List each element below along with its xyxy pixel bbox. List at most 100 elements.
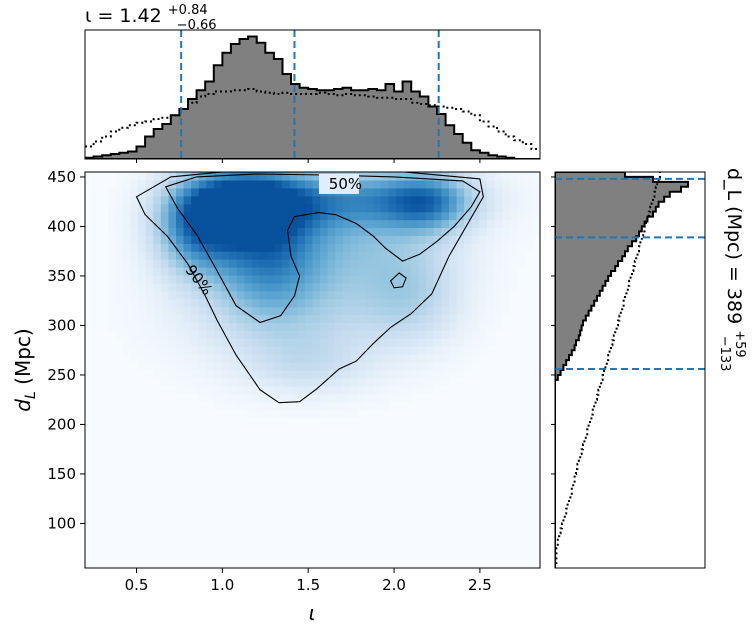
heat-cell bbox=[138, 179, 147, 189]
heat-cell bbox=[145, 172, 154, 181]
heat-cell bbox=[441, 274, 450, 284]
heat-cell bbox=[388, 370, 397, 379]
heat-cell bbox=[433, 306, 443, 316]
title-sup: +0.84 bbox=[168, 3, 208, 18]
heat-cell bbox=[304, 251, 314, 260]
heat-cell bbox=[304, 235, 314, 244]
heat-cell bbox=[115, 227, 124, 236]
heat-cell bbox=[320, 259, 329, 268]
heat-cell bbox=[274, 251, 283, 260]
heat-cell bbox=[479, 227, 488, 236]
heat-cell bbox=[494, 187, 503, 197]
heat-cell bbox=[206, 179, 215, 189]
heat-cell bbox=[494, 267, 503, 276]
heat-cell bbox=[312, 401, 321, 411]
heat-cell bbox=[509, 251, 518, 260]
heat-cell bbox=[229, 187, 238, 197]
heat-cell bbox=[244, 314, 253, 324]
heat-cell bbox=[380, 282, 389, 292]
heat-cell bbox=[411, 346, 420, 355]
heat-cell bbox=[509, 203, 518, 213]
heat-cell bbox=[267, 203, 276, 213]
heat-cell bbox=[358, 282, 367, 292]
heat-cell bbox=[130, 282, 139, 292]
heat-cell bbox=[350, 306, 359, 316]
heat-cell bbox=[229, 203, 238, 213]
heat-cell bbox=[236, 298, 245, 308]
heat-cell bbox=[267, 290, 276, 300]
heat-cell bbox=[365, 290, 374, 300]
heat-cell bbox=[456, 187, 465, 197]
heat-cell bbox=[213, 211, 223, 221]
heat-cell bbox=[107, 187, 116, 197]
heat-cell bbox=[107, 314, 116, 324]
heat-cell bbox=[411, 235, 420, 244]
heat-cell bbox=[198, 306, 207, 316]
heat-cell bbox=[289, 211, 298, 221]
heat-cell bbox=[251, 298, 261, 308]
heat-cell bbox=[449, 219, 458, 229]
heat-cell bbox=[198, 259, 207, 268]
heat-cell bbox=[373, 401, 382, 411]
heat-cell bbox=[327, 211, 336, 221]
heat-cell bbox=[259, 172, 268, 181]
heat-cell bbox=[213, 203, 223, 213]
heat-cell bbox=[221, 306, 230, 316]
heat-cell bbox=[433, 195, 443, 205]
heat-cell bbox=[335, 282, 344, 292]
heat-cell bbox=[464, 187, 473, 197]
heat-cell bbox=[145, 203, 154, 213]
heat-cell bbox=[259, 219, 268, 229]
heat-cell bbox=[221, 401, 230, 411]
heat-cell bbox=[312, 314, 321, 324]
heat-cell bbox=[350, 298, 359, 308]
heat-cell bbox=[213, 298, 223, 308]
heat-cell bbox=[320, 385, 329, 395]
heat-cell bbox=[221, 187, 230, 197]
heat-cell bbox=[244, 322, 253, 331]
heat-cell bbox=[342, 370, 352, 379]
heat-cell bbox=[502, 187, 511, 197]
heat-cell bbox=[244, 306, 253, 316]
heat-cell bbox=[502, 211, 511, 221]
heat-cell bbox=[479, 219, 488, 229]
heat-cell bbox=[229, 362, 238, 371]
heat-cell bbox=[418, 377, 427, 387]
heat-cell bbox=[213, 282, 223, 292]
heat-cell bbox=[221, 298, 230, 308]
heat-cell bbox=[160, 290, 170, 300]
heat-cell bbox=[138, 227, 147, 236]
heat-cell bbox=[145, 354, 154, 363]
heat-cell bbox=[259, 409, 268, 419]
heat-cell bbox=[524, 179, 534, 189]
heat-cell bbox=[411, 338, 420, 347]
heat-cell bbox=[449, 298, 458, 308]
heat-cell bbox=[138, 330, 147, 339]
heat-cell bbox=[517, 219, 526, 229]
heat-cell bbox=[297, 314, 306, 324]
heat-cell bbox=[395, 274, 405, 284]
heat-cell bbox=[464, 251, 473, 260]
heat-cell bbox=[297, 251, 306, 260]
heat-cell bbox=[267, 330, 276, 339]
heat-cell bbox=[138, 259, 147, 268]
heat-cell bbox=[449, 354, 458, 363]
heat-cell bbox=[236, 203, 245, 213]
heat-cell bbox=[229, 370, 238, 379]
heat-cell bbox=[479, 267, 488, 276]
heat-cell bbox=[456, 267, 465, 276]
heat-cell bbox=[342, 354, 352, 363]
heat-cell bbox=[464, 298, 473, 308]
heat-cell bbox=[342, 409, 352, 419]
heat-cell bbox=[115, 298, 124, 308]
x-tick-label: 0.5 bbox=[125, 576, 149, 594]
heat-cell bbox=[183, 314, 192, 324]
heat-cell bbox=[411, 330, 420, 339]
heat-cell bbox=[122, 314, 132, 324]
heat-cell bbox=[486, 267, 496, 276]
heat-cell bbox=[267, 322, 276, 331]
heat-cell bbox=[297, 203, 306, 213]
heat-cell bbox=[304, 172, 314, 181]
heat-cell bbox=[464, 267, 473, 276]
heat-cell bbox=[494, 227, 503, 236]
